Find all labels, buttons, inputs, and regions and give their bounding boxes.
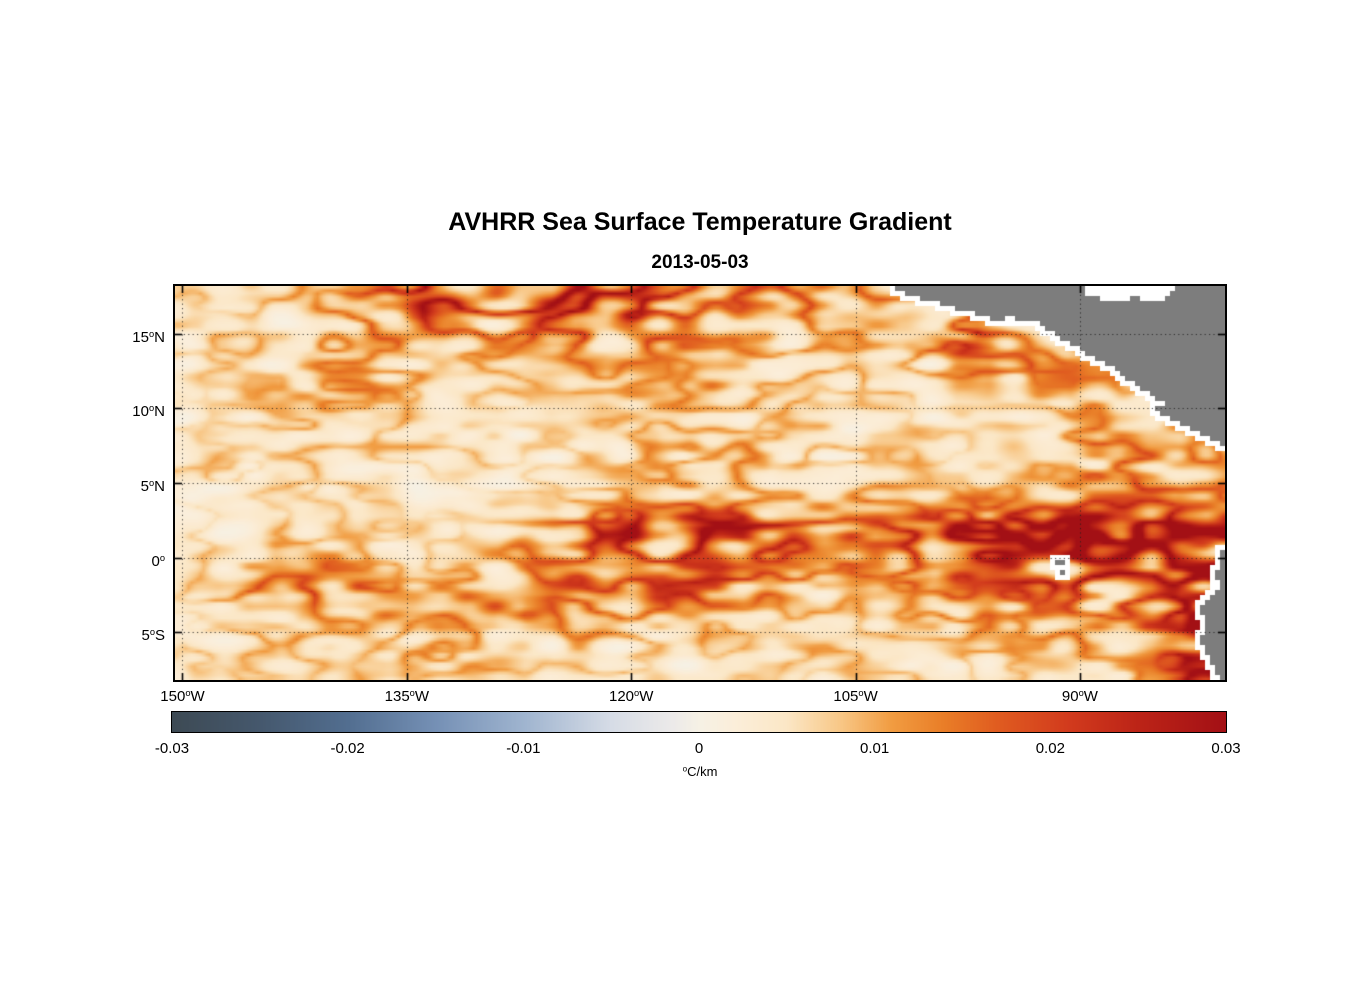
- x-axis-tick-label: 120oW: [609, 688, 654, 706]
- y-axis-tick-label: 15oN: [132, 328, 165, 346]
- y-axis-tick-label: 5oS: [141, 627, 165, 645]
- colorbar-tick-label: 0.02: [1035, 740, 1065, 757]
- unit-text: C/km: [687, 764, 718, 779]
- colorbar-tick-label: 0: [694, 740, 704, 757]
- colorbar-unit-label: oC/km: [175, 764, 1225, 779]
- chart-subtitle: 2013-05-03: [651, 252, 749, 273]
- colorbar-frame: [171, 711, 1227, 733]
- y-axis-tick-label: 0o: [151, 552, 165, 570]
- x-axis-tick-label: 90oW: [1061, 688, 1098, 706]
- x-axis-tick-label: 150oW: [160, 688, 205, 706]
- degree-symbol: o: [682, 764, 688, 774]
- x-axis-tick-label: 105oW: [833, 688, 878, 706]
- y-axis-tick-label: 5oN: [140, 478, 165, 496]
- colorbar-tick-label: 0.03: [1211, 740, 1241, 757]
- colorbar-tick-label: -0.01: [506, 740, 541, 757]
- colorbar-tick-label: -0.02: [330, 740, 365, 757]
- x-axis-tick-label: 135oW: [384, 688, 430, 706]
- heatmap-canvas: [175, 286, 1225, 680]
- colorbar-tick-label: 0.01: [860, 740, 890, 757]
- colorbar-canvas: [172, 712, 1226, 732]
- colorbar-tick-label: -0.03: [154, 740, 190, 757]
- chart-title: AVHRR Sea Surface Temperature Gradient: [448, 208, 952, 236]
- y-axis-tick-label: 10oN: [132, 403, 165, 421]
- plot-frame: [173, 284, 1227, 682]
